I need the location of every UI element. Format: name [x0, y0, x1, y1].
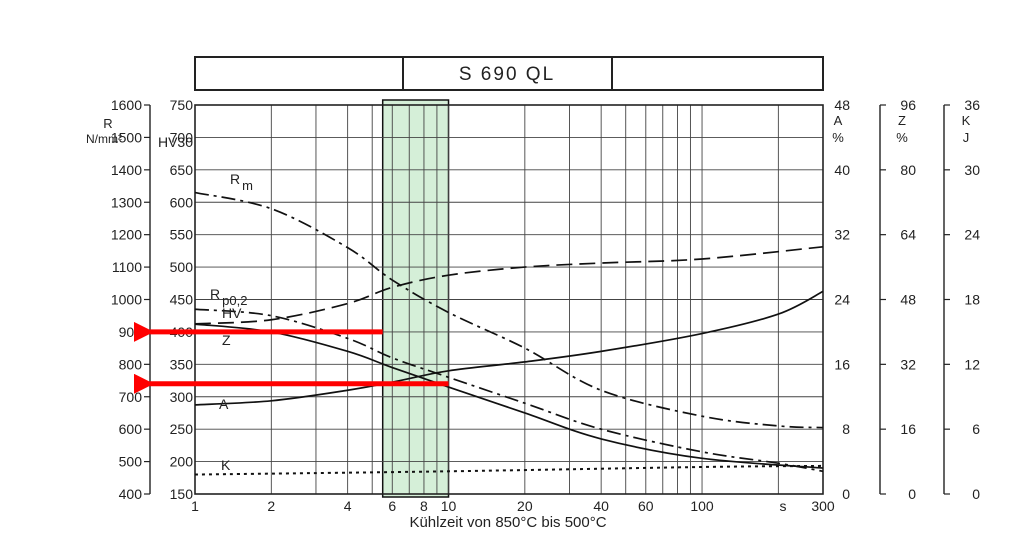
- x-tick-label: 1: [191, 498, 199, 514]
- series-z: [194, 245, 824, 325]
- axis-tick-label-Z: 0: [908, 486, 916, 502]
- axis-tick-label-HV: 500: [170, 259, 194, 275]
- axis-tick-label-A: 16: [834, 356, 850, 372]
- plot-frame: [194, 104, 824, 495]
- title-frame: [194, 56, 824, 91]
- axis-tick-label-R: 1400: [111, 162, 142, 178]
- axis-tick-label-HV: 150: [170, 486, 194, 502]
- axis-tick-label-K: 12: [964, 356, 980, 372]
- axis-label-Z: Z: [898, 113, 906, 128]
- axis-tick-label-A: 0: [842, 486, 850, 502]
- axis-unit-A: %: [832, 130, 844, 145]
- axis-tick-label-K: 6: [972, 421, 980, 437]
- axis-tick-label-R: 400: [119, 486, 143, 502]
- axis-tick-label-R: 1200: [111, 227, 142, 243]
- axis-label-A: A: [834, 113, 843, 128]
- axis-tick-label-Z: 96: [900, 97, 916, 113]
- axis-tick-label-HV: 750: [170, 97, 194, 113]
- axis-tick-label-HV: 700: [170, 129, 194, 145]
- series-k: [194, 464, 824, 476]
- axis-unit-R: N/mm²: [86, 132, 122, 146]
- axis-tick-label-A: 40: [834, 162, 850, 178]
- axis-tick-label-HV: 450: [170, 292, 194, 308]
- axis-tick-label-K: 30: [964, 162, 980, 178]
- curve-label: A: [219, 396, 229, 412]
- axis-tick-label-K: 24: [964, 227, 980, 243]
- axis-tick-label-R: 900: [119, 324, 143, 340]
- axis-tick-label-HV: 650: [170, 162, 194, 178]
- series-r-p0-2: [194, 308, 824, 473]
- x-tick-label: 4: [344, 498, 352, 514]
- axis-label-R: R: [103, 116, 112, 131]
- axis-label-HV: HV30: [158, 134, 193, 150]
- axis-tick-label-HV: 200: [170, 454, 194, 470]
- axis-unit-K: J: [963, 130, 970, 145]
- axis-tick-label-K: 0: [972, 486, 980, 502]
- axis-tick-label-HV: 250: [170, 421, 194, 437]
- highlight-band: [381, 99, 450, 498]
- axis-tick-label-HV: 300: [170, 389, 194, 405]
- axis-tick-label-A: 32: [834, 227, 850, 243]
- axis-tick-label-R: 600: [119, 421, 143, 437]
- x-tick-label: 10: [441, 498, 457, 514]
- curve-label: Z: [222, 332, 231, 348]
- title-box: S 690 QL: [194, 56, 824, 91]
- axis-tick-label-A: 24: [834, 292, 850, 308]
- axis-label-K: K: [962, 113, 971, 128]
- axis-tick-label-R: 500: [119, 454, 143, 470]
- axis-tick-label-R: 1500: [111, 129, 142, 145]
- axis-tick-label-Z: 48: [900, 292, 916, 308]
- curve-label: HV: [222, 305, 242, 321]
- series-a: [194, 290, 824, 406]
- axis-tick-label-R: 1300: [111, 194, 142, 210]
- axis-tick-label-Z: 16: [900, 421, 916, 437]
- chart-title: S 690 QL: [459, 64, 555, 85]
- x-tick-label: 60: [638, 498, 654, 514]
- axis-tick-label-K: 36: [964, 97, 980, 113]
- x-tick-label: 40: [593, 498, 609, 514]
- axis-tick-label-K: 18: [964, 292, 980, 308]
- axis-tick-label-Z: 32: [900, 356, 916, 372]
- axis-tick-label-R: 1000: [111, 292, 142, 308]
- series-r-m: [194, 191, 824, 429]
- series-hv: [194, 323, 824, 469]
- x-tick-label: 100: [690, 498, 714, 514]
- axis-tick-label-R: 700: [119, 389, 143, 405]
- axis-tick-label-A: 48: [834, 97, 850, 113]
- axis-tick-label-Z: 80: [900, 162, 916, 178]
- axis-tick-label-R: 1100: [112, 259, 142, 275]
- x-tick-label: 6: [388, 498, 396, 514]
- x-unit-label: s: [780, 498, 787, 514]
- x-tick-label: 20: [517, 498, 533, 514]
- axis-tick-label-R: 800: [119, 356, 143, 372]
- axis-unit-Z: %: [896, 130, 908, 145]
- axis-tick-label-A: 8: [842, 421, 850, 437]
- x-tick-label: 2: [267, 498, 275, 514]
- axis-tick-label-HV: 350: [170, 356, 194, 372]
- axis-tick-label-HV: 600: [170, 194, 194, 210]
- x-axis-title: Kühlzeit von 850°C bis 500°C: [409, 514, 606, 531]
- x-tick-label: 300: [811, 498, 835, 514]
- x-tick-label: 8: [420, 498, 428, 514]
- axis-tick-label-HV: 550: [170, 227, 194, 243]
- curve-label: K: [221, 457, 231, 473]
- axis-tick-label-R: 1600: [111, 97, 142, 113]
- axis-tick-label-Z: 64: [900, 227, 916, 243]
